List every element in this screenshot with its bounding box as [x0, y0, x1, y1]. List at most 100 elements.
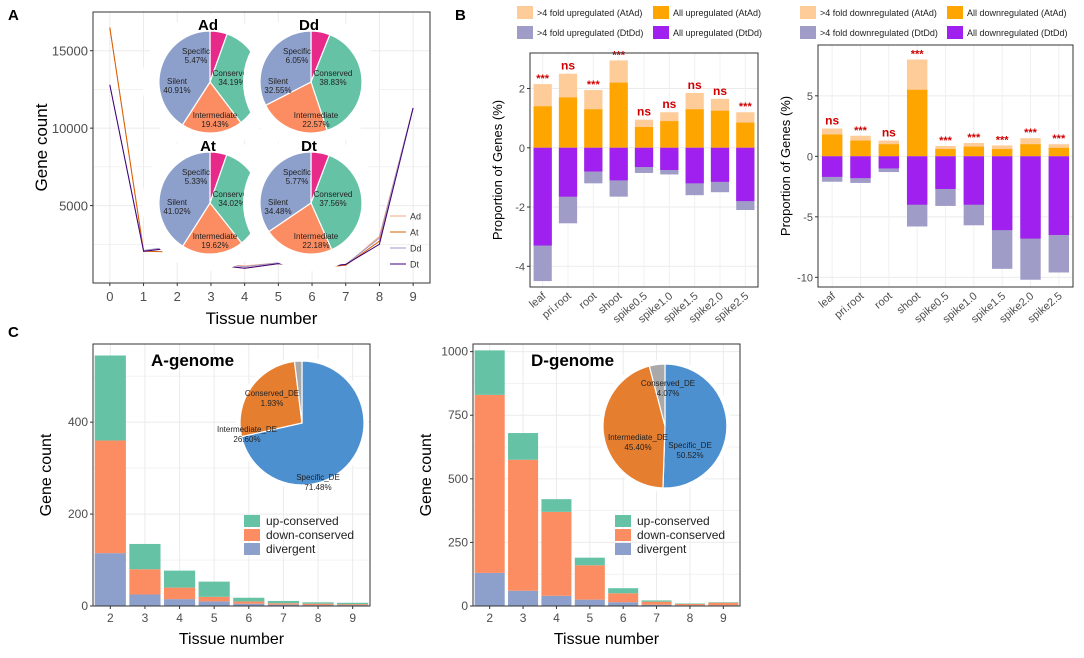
x-tick-label: pri.root	[540, 290, 574, 321]
bar-spike2.5-3	[1048, 156, 1070, 235]
y-tick-label: 15000	[52, 44, 88, 59]
bar-3-divergent	[129, 594, 161, 606]
legend-key-up-conserved	[244, 515, 260, 527]
x-tick-label: 3	[207, 289, 214, 304]
pie-label-silent: Silent	[268, 198, 289, 207]
pie-value-specific: 5.77%	[286, 177, 309, 186]
pie-de-slice-specific-de	[240, 360, 365, 486]
bar-7-divergent	[267, 604, 300, 606]
bar-spike1.0-1	[660, 121, 679, 148]
significance-label: ***	[996, 134, 1010, 146]
x-tick-label: 5	[586, 611, 593, 625]
bar-9-up-conserved	[708, 602, 739, 603]
bar-7-up-conserved	[641, 600, 672, 602]
pie-value-intermediate: 22.57%	[302, 120, 329, 129]
bar-7-down-conserved	[641, 601, 672, 605]
x-tick-label: 0	[106, 289, 113, 304]
x-tick-label: 6	[245, 611, 252, 625]
y-tick-label: 0	[461, 599, 468, 613]
legend-key	[517, 26, 533, 39]
chart-title: A-genome	[151, 351, 234, 370]
pie-label-conserved: Conserved	[314, 69, 353, 78]
bar-9-up-conserved	[337, 602, 369, 605]
bar-3-up-conserved	[129, 543, 161, 570]
legend-label-divergent: divergent	[637, 542, 687, 556]
bar-6-up-conserved	[233, 597, 265, 602]
pie-value-intermediate-de: 26.60%	[233, 435, 260, 444]
pie-value-conserved: 37.56%	[319, 199, 346, 208]
plot-border	[92, 11, 431, 284]
bar-8-down-conserved	[302, 603, 334, 606]
legend-key	[947, 26, 963, 39]
bar-2-up-conserved	[474, 350, 505, 395]
pie-value-specific-de: 50.52%	[676, 451, 703, 460]
pie-label-conserved-de: Conserved_DE	[641, 379, 695, 388]
plot-border	[817, 44, 1074, 288]
bar-root-1	[584, 109, 603, 148]
pie-label-specific: Specific	[182, 168, 210, 177]
y-tick-label: 0	[81, 599, 88, 613]
legend-label-up-conserved: up-conserved	[266, 514, 339, 528]
bar-spike1.0-3	[660, 147, 679, 170]
panel-label-c: C	[8, 324, 19, 341]
bar-8-down-conserved	[674, 603, 705, 606]
bar-pri.root-1	[558, 97, 578, 148]
bar-7-up-conserved	[267, 600, 300, 604]
significance-label: ***	[612, 49, 626, 61]
significance-label: ns	[662, 97, 676, 111]
pie-label-silent: Silent	[268, 77, 289, 86]
legend-label-ad: Ad	[410, 212, 421, 222]
bar-spike2.0-3	[710, 147, 730, 182]
bar-5-down-conserved	[574, 565, 605, 600]
bar-6-divergent	[233, 603, 265, 606]
pie-dd-slice-intermediate	[264, 81, 328, 134]
bar-root-1	[878, 144, 900, 157]
x-tick-label: 6	[620, 611, 627, 625]
panel-label-b: B	[455, 7, 466, 24]
y-tick-label: 400	[68, 415, 88, 429]
bar-spike2.5-3	[736, 147, 755, 202]
bar-2-divergent	[94, 553, 126, 606]
bar-spike1.5-3	[685, 147, 704, 184]
significance-label: ***	[911, 49, 925, 61]
pie-label-specific: Specific	[283, 168, 311, 177]
pie-title-dd: Dd	[299, 17, 319, 34]
legend-label: >4 fold upregulated (DtDd)	[537, 28, 643, 38]
y-axis-title: Gene count	[32, 103, 51, 191]
bar-spike2.0-3	[1020, 156, 1041, 239]
x-tick-label: 1	[140, 289, 147, 304]
bar-7-divergent	[641, 604, 672, 606]
x-tick-label: 7	[280, 611, 287, 625]
legend-label: All upregulated (DtDd)	[673, 28, 762, 38]
pie-label-intermediate-de: Intermediate_DE	[608, 433, 668, 442]
y-tick-label: 250	[448, 535, 468, 549]
pie-dt-slice-intermediate	[267, 202, 333, 255]
bar-9-down-conserved	[337, 604, 369, 606]
significance-label: ***	[967, 132, 981, 144]
significance-label: ***	[536, 73, 550, 85]
significance-label: ns	[825, 113, 839, 127]
pie-ad-slice-intermediate	[181, 80, 242, 134]
bar-spike1.5-1	[991, 149, 1013, 157]
bar-3-divergent	[508, 590, 539, 606]
significance-label: ns	[637, 105, 651, 119]
pie-dd-slice-conserved	[310, 33, 363, 132]
x-tick-label: 9	[410, 289, 417, 304]
x-tick-label: 8	[376, 289, 383, 304]
bar-5-up-conserved	[198, 581, 230, 597]
pie-title-dt: Dt	[301, 138, 317, 155]
pie-value-intermediate: 19.43%	[201, 120, 228, 129]
bar-6-down-conserved	[233, 601, 265, 604]
y-tick-label: -5	[803, 212, 813, 224]
significance-label: ***	[739, 101, 753, 113]
x-tick-label: 7	[653, 611, 660, 625]
legend-key	[800, 26, 816, 39]
y-tick-label: 1000	[441, 345, 468, 359]
pie-label-silent: Silent	[167, 77, 188, 86]
legend-key	[517, 6, 533, 19]
x-tick-label: 5	[211, 611, 218, 625]
legend-label-up-conserved: up-conserved	[637, 514, 710, 528]
x-tick-label: 8	[315, 611, 322, 625]
pie-label-specific: Specific	[283, 47, 311, 56]
